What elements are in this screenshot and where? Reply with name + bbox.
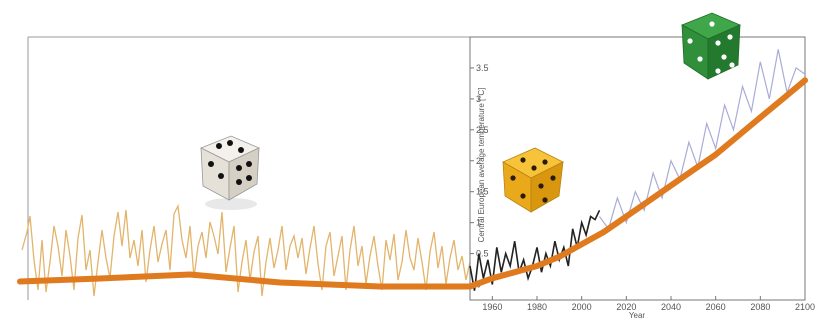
y-tick-label: 1 [476,218,481,228]
y-tick-label: 0.5 [476,249,489,259]
smoothed-trend-line [17,77,808,290]
y-tick-label: 2 [476,156,481,166]
x-tick-label: 1980 [527,302,547,312]
y-tick-label: 2.5 [476,125,489,135]
y-tick-label: 3 [476,94,481,104]
left-panel [21,36,471,300]
green-die-icon [681,12,742,80]
y-tick-label: 3.5 [476,63,489,73]
series-layer [17,49,808,291]
past-variability-line [21,203,471,297]
projection-series-line [599,49,806,231]
x-axis-title: Year [629,311,646,320]
white-die-icon [200,135,260,210]
x-tick-label: 2000 [572,302,592,312]
x-tick-label: 2060 [706,302,726,312]
x-tick-label: 2040 [661,302,681,312]
y-axis-title: Central European average temperature [°C… [477,88,486,243]
y-tick-label: 1.5 [476,187,489,197]
right-panel [469,36,806,301]
x-tick-label: 2100 [795,302,815,312]
x-tick-label: 1960 [482,302,502,312]
x-tick-label: 2020 [616,302,636,312]
right-panel-frame [469,36,806,301]
x-tick-label: 2080 [750,302,770,312]
x-axis-ticks: 1960 1980 2000 2020 2040 2060 2080 2100 [482,296,815,312]
yellow-die-icon [502,147,564,213]
